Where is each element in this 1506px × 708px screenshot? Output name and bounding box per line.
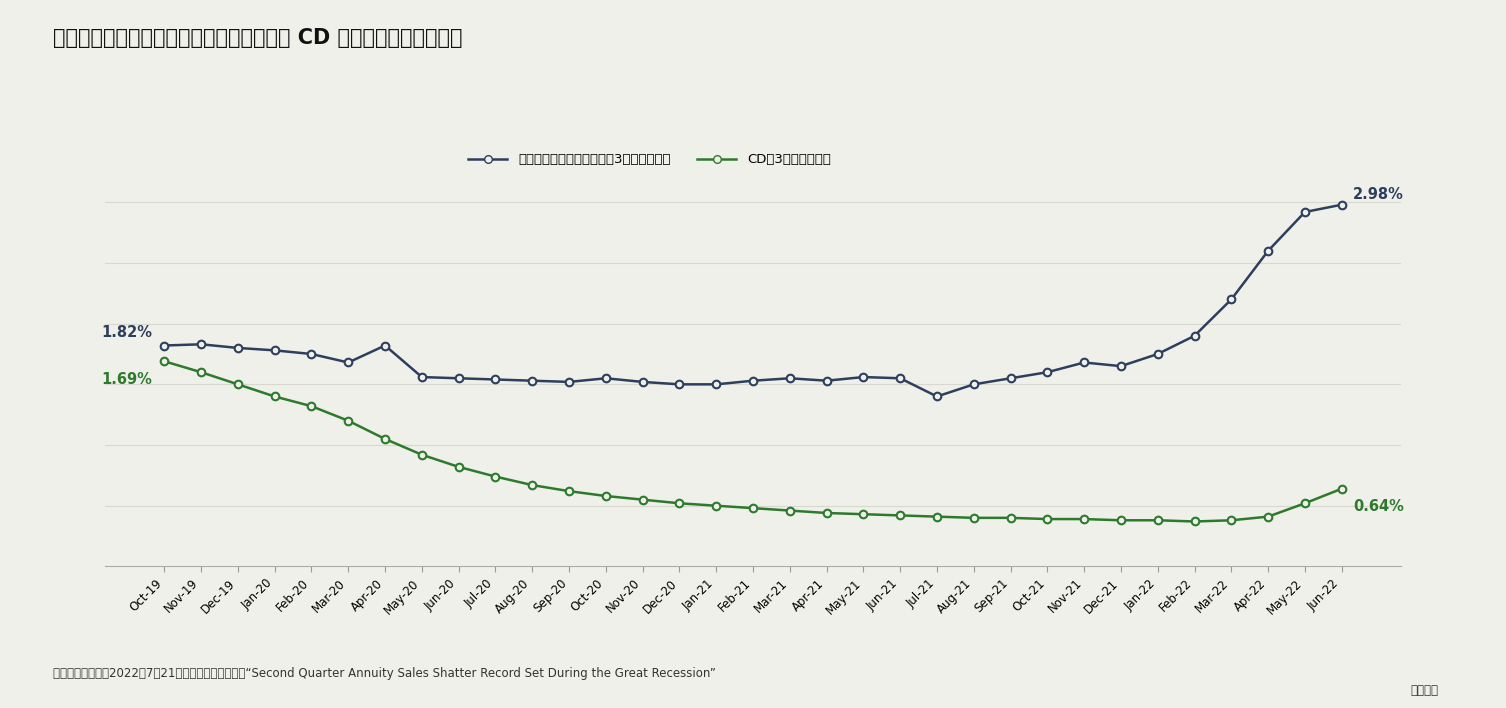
Text: 0.64%: 0.64%: [1352, 499, 1404, 514]
Legend: 確定利付き据置定額年金の3年平均レート, CDの3年平均レート: 確定利付き据置定額年金の3年平均レート, CDの3年平均レート: [462, 148, 836, 172]
Text: 2.98%: 2.98%: [1352, 187, 1404, 202]
Text: から転載: から転載: [1410, 685, 1438, 697]
Text: グラフ３　確定利付き据置定額年金と銀行 CD のレート差が広がった: グラフ３ 確定利付き据置定額年金と銀行 CD のレート差が広がった: [53, 28, 462, 48]
Text: 1.82%: 1.82%: [102, 325, 152, 340]
Text: （資料）　リムラ2022年7月21日付ニュースリリース“Second Quarter Annuity Sales Shatter Record Set Duri: （資料） リムラ2022年7月21日付ニュースリリース“Second Quart…: [53, 667, 715, 680]
Text: 1.69%: 1.69%: [102, 372, 152, 387]
